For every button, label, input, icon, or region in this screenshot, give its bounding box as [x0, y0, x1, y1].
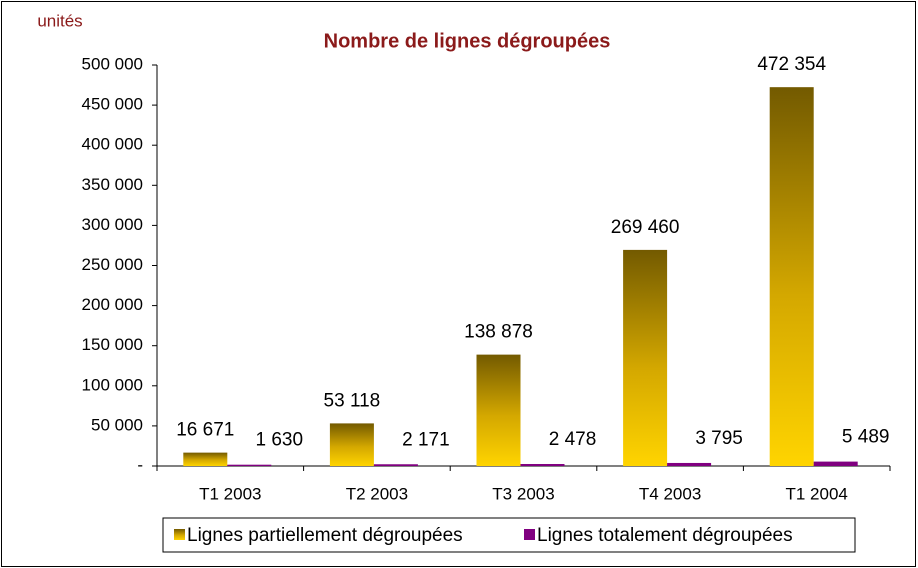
y-axis-label: unités	[37, 11, 82, 30]
bar	[476, 354, 521, 466]
legend-swatch	[174, 529, 185, 540]
y-tick-label: 200 000	[82, 295, 143, 314]
y-tick-label: 250 000	[82, 255, 143, 274]
x-tick-label: T3 2003	[492, 484, 554, 503]
legend-swatch	[524, 529, 535, 540]
bar	[183, 452, 228, 466]
bar	[520, 464, 565, 466]
bar	[813, 461, 858, 466]
value-label: 2 171	[402, 429, 450, 450]
x-tick-label: T1 2004	[786, 484, 848, 503]
chart-title: Nombre de lignes dégroupées	[324, 30, 611, 52]
x-tick-label: T4 2003	[639, 484, 701, 503]
y-tick-label: 300 000	[82, 215, 143, 234]
value-label: 2 478	[549, 429, 597, 450]
y-tick-label: -	[137, 455, 143, 474]
y-tick-label: 350 000	[82, 175, 143, 194]
legend-label: Lignes totalement dégroupées	[537, 525, 793, 546]
bar	[769, 87, 814, 466]
value-label: 1 630	[256, 430, 304, 451]
x-tick-label: T2 2003	[346, 484, 408, 503]
legend-label: Lignes partiellement dégroupées	[187, 525, 463, 546]
legend-box	[162, 517, 856, 553]
bar	[667, 462, 712, 466]
value-label: 5 489	[842, 427, 890, 448]
y-tick-label: 450 000	[82, 95, 143, 114]
value-label: 269 460	[611, 217, 680, 238]
bar	[623, 249, 668, 466]
y-tick-label: 150 000	[82, 335, 143, 354]
bar	[227, 464, 272, 466]
value-label: 138 878	[464, 322, 533, 343]
value-label: 16 671	[176, 420, 234, 441]
y-tick-label: 100 000	[82, 375, 143, 394]
value-label: 53 118	[324, 390, 381, 411]
bar	[373, 464, 418, 466]
value-label: 3 795	[695, 428, 743, 449]
value-label: 472 354	[757, 54, 826, 75]
y-tick-label: 50 000	[91, 415, 143, 434]
x-tick-label: T1 2003	[199, 484, 261, 503]
y-tick-label: 400 000	[82, 135, 143, 154]
bar	[329, 423, 374, 466]
y-tick-label: 500 000	[82, 54, 143, 73]
